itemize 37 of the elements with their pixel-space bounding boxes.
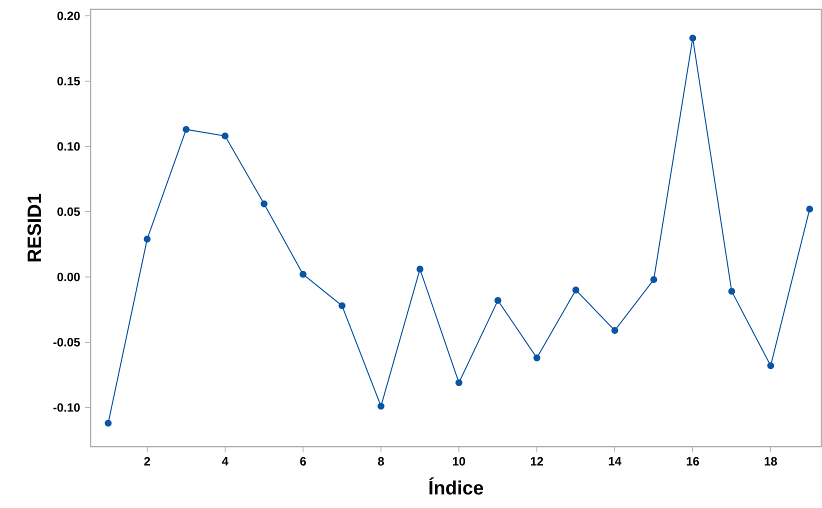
point	[416, 266, 424, 273]
point	[806, 206, 814, 213]
point	[767, 362, 774, 370]
x-tick-label: 14	[608, 457, 622, 466]
y-axis-title: RESID1	[28, 194, 42, 262]
y-tick-label: 0.00	[57, 272, 80, 282]
x-tick-label: 10	[453, 457, 466, 466]
x-tick-label: 4	[222, 457, 228, 466]
point	[144, 236, 151, 243]
x-axis-title: Índice	[429, 477, 484, 495]
point	[533, 354, 540, 362]
point	[182, 126, 190, 133]
point	[728, 288, 736, 295]
y-tick-label: 0.05	[57, 207, 80, 216]
x-tick-label: 18	[764, 457, 777, 466]
point	[338, 302, 346, 310]
point	[611, 327, 618, 334]
point	[222, 132, 229, 140]
y-tick-label: 0.20	[57, 12, 80, 20]
x-tick-label: 16	[686, 457, 699, 466]
y-tick-label: 0.15	[57, 76, 80, 86]
y-tick-label: -0.10	[53, 403, 80, 412]
x-tick-label: 8	[378, 457, 384, 466]
point	[300, 270, 307, 278]
x-tick-label: 2	[144, 457, 150, 466]
point	[494, 296, 502, 304]
point	[650, 276, 658, 284]
point	[455, 379, 462, 386]
point	[104, 420, 112, 427]
x-tick-label: 12	[530, 457, 544, 466]
point	[260, 200, 268, 208]
point	[378, 402, 384, 410]
point	[572, 286, 580, 294]
point	[689, 34, 696, 42]
y-tick-label: -0.05	[53, 338, 80, 346]
x-tick-label: 6	[300, 457, 306, 466]
y-tick-label: 0.10	[57, 142, 80, 151]
